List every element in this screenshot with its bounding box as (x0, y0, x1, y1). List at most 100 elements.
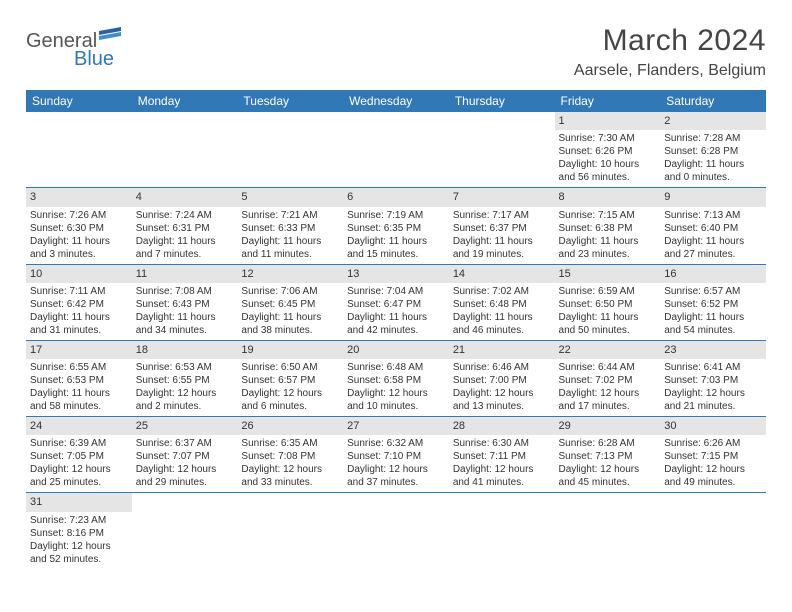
day-cell: 26Sunrise: 6:35 AMSunset: 7:08 PMDayligh… (237, 417, 343, 493)
day-info-line: Sunset: 7:03 PM (664, 374, 762, 387)
day-info-line: and 52 minutes. (30, 553, 128, 566)
day-cell: 8Sunrise: 7:15 AMSunset: 6:38 PMDaylight… (555, 188, 661, 264)
day-cell: 13Sunrise: 7:04 AMSunset: 6:47 PMDayligh… (343, 264, 449, 340)
day-number: 26 (237, 417, 343, 435)
day-info-line: Sunset: 6:57 PM (241, 374, 339, 387)
day-cell: 16Sunrise: 6:57 AMSunset: 6:52 PMDayligh… (660, 264, 766, 340)
day-cell: 29Sunrise: 6:28 AMSunset: 7:13 PMDayligh… (555, 417, 661, 493)
week-row: 10Sunrise: 7:11 AMSunset: 6:42 PMDayligh… (26, 264, 766, 340)
day-info-line: Sunrise: 7:21 AM (241, 209, 339, 222)
day-info-line: Sunrise: 6:59 AM (559, 285, 657, 298)
day-info-line: Sunrise: 6:37 AM (136, 437, 234, 450)
day-info-line: and 38 minutes. (241, 324, 339, 337)
day-info-line: and 33 minutes. (241, 476, 339, 489)
flag-icon (99, 27, 121, 48)
day-info-line: Daylight: 12 hours (559, 387, 657, 400)
day-info-line: Daylight: 12 hours (347, 387, 445, 400)
day-info-line: and 42 minutes. (347, 324, 445, 337)
day-number: 28 (449, 417, 555, 435)
day-header-tuesday: Tuesday (237, 90, 343, 112)
day-number (237, 493, 343, 511)
day-info-line: Daylight: 12 hours (559, 463, 657, 476)
day-info-line: Sunset: 6:31 PM (136, 222, 234, 235)
day-info-line: Daylight: 12 hours (136, 387, 234, 400)
day-cell: 31Sunrise: 7:23 AMSunset: 8:16 PMDayligh… (26, 493, 132, 569)
day-info-line: and 34 minutes. (136, 324, 234, 337)
empty-cell (343, 493, 449, 569)
day-cell: 11 Sunrise: 7:08 AMSunset: 6:43 PMDayligh… (132, 264, 238, 340)
day-info-line: Sunset: 7:10 PM (347, 450, 445, 463)
day-cell: 7Sunrise: 7:17 AMSunset: 6:37 PMDaylight… (449, 188, 555, 264)
day-info-line: Daylight: 11 hours (559, 235, 657, 248)
day-info-line: Sunset: 6:53 PM (30, 374, 128, 387)
day-info-line: Sunrise: 7:04 AM (347, 285, 445, 298)
day-info-line: Sunset: 7:05 PM (30, 450, 128, 463)
day-info-line: Sunset: 8:16 PM (30, 527, 128, 540)
day-info-line: Sunset: 6:43 PM (136, 298, 234, 311)
day-number (343, 112, 449, 130)
day-cell: 30Sunrise: 6:26 AMSunset: 7:15 PMDayligh… (660, 417, 766, 493)
day-info-line: Sunrise: 6:55 AM (30, 361, 128, 374)
day-header-saturday: Saturday (660, 90, 766, 112)
day-number: 20 (343, 341, 449, 359)
day-info-line: Sunset: 6:58 PM (347, 374, 445, 387)
day-header-friday: Friday (555, 90, 661, 112)
day-info-line: and 7 minutes. (136, 248, 234, 261)
empty-cell (237, 493, 343, 569)
day-number: 21 (449, 341, 555, 359)
day-cell: 22Sunrise: 6:44 AMSunset: 7:02 PMDayligh… (555, 340, 661, 416)
day-info-line: and 3 minutes. (30, 248, 128, 261)
day-info-line: Sunrise: 6:30 AM (453, 437, 551, 450)
day-info-line: Daylight: 12 hours (664, 463, 762, 476)
day-info-line: Sunset: 6:42 PM (30, 298, 128, 311)
day-number: 11 (132, 265, 238, 283)
day-info-line: Sunrise: 6:53 AM (136, 361, 234, 374)
day-info-line: Sunrise: 6:50 AM (241, 361, 339, 374)
day-number: 6 (343, 188, 449, 206)
day-info-line: Daylight: 11 hours (136, 311, 234, 324)
day-header-monday: Monday (132, 90, 238, 112)
header: General March 2024 Aarsele, Flanders, Be… (26, 24, 766, 80)
day-info-line: Sunset: 7:00 PM (453, 374, 551, 387)
day-cell: 25Sunrise: 6:37 AMSunset: 7:07 PMDayligh… (132, 417, 238, 493)
day-cell: 1Sunrise: 7:30 AMSunset: 6:26 PMDaylight… (555, 112, 661, 188)
empty-cell (343, 112, 449, 188)
day-cell: 14Sunrise: 7:02 AMSunset: 6:48 PMDayligh… (449, 264, 555, 340)
day-info-line: and 50 minutes. (559, 324, 657, 337)
logo-part2-wrap: Blue (26, 48, 114, 71)
day-info-line: Daylight: 11 hours (136, 235, 234, 248)
day-header-row: SundayMondayTuesdayWednesdayThursdayFrid… (26, 90, 766, 112)
day-info-line: Daylight: 11 hours (559, 311, 657, 324)
day-info-line: Sunrise: 7:08 AM (136, 285, 234, 298)
day-number: 14 (449, 265, 555, 283)
day-info-line: Sunset: 6:40 PM (664, 222, 762, 235)
day-cell: 5Sunrise: 7:21 AMSunset: 6:33 PMDaylight… (237, 188, 343, 264)
day-info-line: Daylight: 12 hours (30, 463, 128, 476)
day-info-line: and 19 minutes. (453, 248, 551, 261)
day-info-line: Sunrise: 6:44 AM (559, 361, 657, 374)
day-info-line: and 23 minutes. (559, 248, 657, 261)
day-cell: 27Sunrise: 6:32 AMSunset: 7:10 PMDayligh… (343, 417, 449, 493)
day-info-line: Daylight: 12 hours (241, 387, 339, 400)
day-info-line: Sunset: 6:48 PM (453, 298, 551, 311)
day-info-line: Sunrise: 6:41 AM (664, 361, 762, 374)
empty-cell (555, 493, 661, 569)
day-cell: 18Sunrise: 6:53 AMSunset: 6:55 PMDayligh… (132, 340, 238, 416)
week-row: 3Sunrise: 7:26 AMSunset: 6:30 PMDaylight… (26, 188, 766, 264)
day-number: 25 (132, 417, 238, 435)
day-info-line: Sunset: 6:37 PM (453, 222, 551, 235)
day-info-line: Sunrise: 6:28 AM (559, 437, 657, 450)
day-cell: 2Sunrise: 7:28 AMSunset: 6:28 PMDaylight… (660, 112, 766, 188)
empty-cell (449, 493, 555, 569)
day-info-line: Daylight: 12 hours (453, 463, 551, 476)
day-info-line: Sunrise: 7:11 AM (30, 285, 128, 298)
empty-cell (26, 112, 132, 188)
day-number: 18 (132, 341, 238, 359)
day-number: 9 (660, 188, 766, 206)
day-info-line: Sunrise: 7:30 AM (559, 132, 657, 145)
day-number: 24 (26, 417, 132, 435)
empty-cell (132, 112, 238, 188)
day-cell: 19Sunrise: 6:50 AMSunset: 6:57 PMDayligh… (237, 340, 343, 416)
day-info-line: Sunrise: 7:28 AM (664, 132, 762, 145)
day-info-line: Daylight: 11 hours (241, 235, 339, 248)
